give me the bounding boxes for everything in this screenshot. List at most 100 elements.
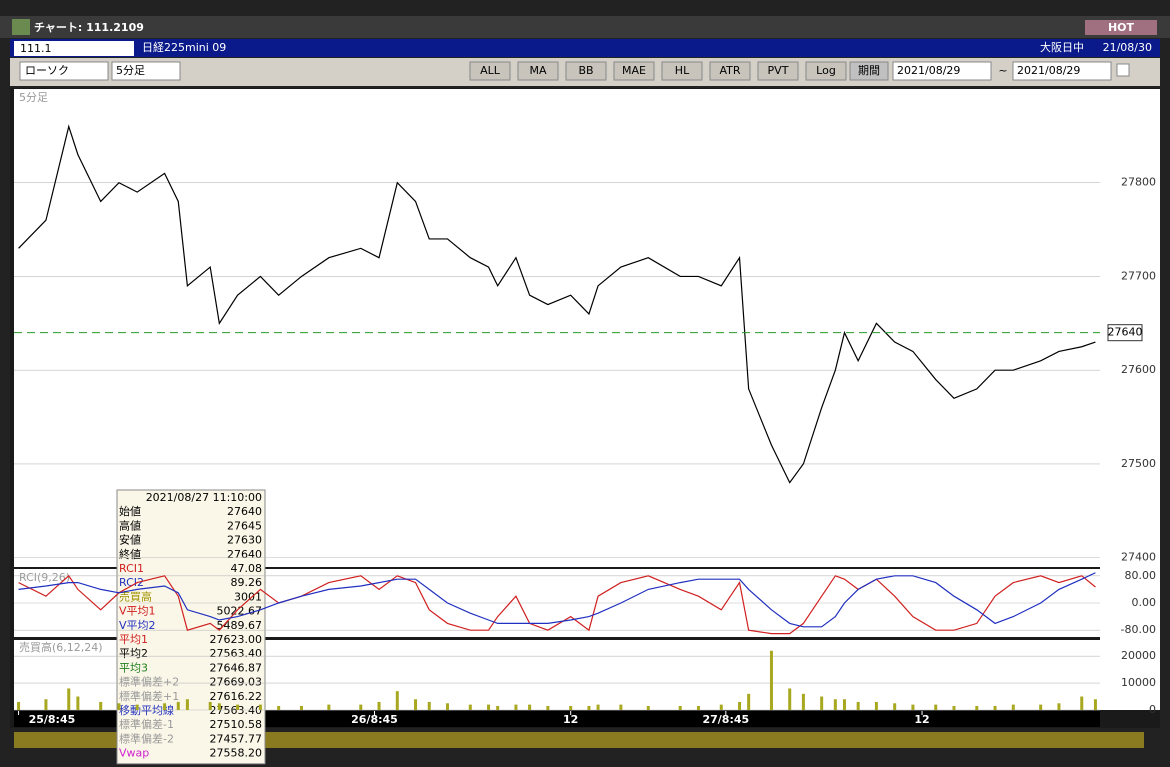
info-label: RCI2 bbox=[119, 576, 144, 589]
tool-button-label: MA bbox=[529, 64, 546, 77]
info-value: 27630 bbox=[227, 534, 262, 547]
date: 21/08/30 bbox=[1103, 41, 1152, 54]
info-value: 27510.58 bbox=[210, 718, 263, 731]
volume-bar bbox=[801, 693, 805, 710]
info-label: 標準偏差-2 bbox=[119, 731, 174, 745]
tool-button-label: HL bbox=[675, 64, 690, 77]
volume-bar bbox=[587, 705, 591, 710]
to-date: 2021/08/29 bbox=[1017, 64, 1080, 77]
from-date: 2021/08/29 bbox=[897, 64, 960, 77]
volume-bar bbox=[696, 705, 700, 710]
tool-button-label: ALL bbox=[480, 64, 501, 77]
scrollbar[interactable] bbox=[14, 732, 1144, 748]
checkbox[interactable] bbox=[1116, 63, 1130, 77]
from-date-box[interactable] bbox=[892, 61, 992, 81]
y-tick-label: 27500 bbox=[1121, 457, 1156, 470]
info-value: 27645 bbox=[227, 519, 262, 532]
volume-bar bbox=[911, 704, 915, 710]
tool-button[interactable] bbox=[661, 61, 703, 81]
tool-button[interactable] bbox=[517, 61, 559, 81]
info-value: 89.26 bbox=[231, 576, 263, 589]
date-separator: ~ bbox=[998, 64, 1007, 77]
panel-title: 売買高(6,12,24) bbox=[19, 640, 103, 654]
info-value: 27646.87 bbox=[210, 661, 263, 674]
volume-bar bbox=[217, 703, 221, 710]
tool-button[interactable] bbox=[805, 61, 847, 81]
series-line bbox=[18, 572, 1096, 628]
volume-bar bbox=[377, 701, 381, 710]
info-value: 27616.22 bbox=[210, 690, 263, 703]
info-label: V平均2 bbox=[119, 619, 156, 632]
volume-bar bbox=[993, 705, 997, 710]
window-title: チャート: 111.2109 bbox=[34, 21, 144, 34]
y-tick-label: 20000 bbox=[1121, 649, 1156, 662]
x-tick-label: 12 bbox=[914, 713, 929, 726]
hot-button[interactable] bbox=[1085, 20, 1157, 35]
y-tick-label: 0.00 bbox=[1132, 596, 1157, 609]
y-tick-label: 80.00 bbox=[1125, 569, 1157, 582]
volume-bar bbox=[163, 703, 167, 710]
volume-bar bbox=[514, 704, 518, 710]
code: 111.1 bbox=[20, 42, 52, 55]
volume-bar bbox=[738, 701, 742, 710]
volume-bar bbox=[395, 691, 399, 710]
volume-bar bbox=[427, 701, 431, 710]
volume-bar bbox=[678, 705, 682, 710]
period-button[interactable] bbox=[849, 61, 889, 81]
panel-title: RCI(9,26) bbox=[19, 571, 70, 584]
info-label: 標準偏差-1 bbox=[119, 717, 174, 731]
y-axis-area bbox=[1100, 89, 1160, 710]
tool-button[interactable] bbox=[757, 61, 799, 81]
info-label: 平均2 bbox=[119, 647, 148, 660]
tool-button-label: PVT bbox=[768, 64, 789, 77]
interval: 5分足 bbox=[116, 64, 145, 77]
volume-bar bbox=[445, 703, 449, 710]
volume-bar bbox=[236, 704, 240, 710]
info-label: 平均1 bbox=[119, 633, 148, 646]
tool-button[interactable] bbox=[469, 61, 511, 81]
hot-label: HOT bbox=[1108, 21, 1135, 34]
volume-bar bbox=[646, 705, 650, 710]
to-date-box[interactable] bbox=[1012, 61, 1112, 81]
x-tick-label: 25/8:45 bbox=[29, 713, 76, 726]
info-value: 5489.67 bbox=[217, 619, 263, 632]
x-tick-label: 27/8:45 bbox=[702, 713, 749, 726]
volume-bar bbox=[833, 699, 837, 710]
current-price-label: 27640 bbox=[1108, 326, 1143, 339]
tool-button[interactable] bbox=[613, 61, 655, 81]
volume-bar bbox=[769, 650, 773, 710]
info-value: 27640 bbox=[227, 505, 262, 518]
volume-bar bbox=[67, 688, 71, 710]
tool-button[interactable] bbox=[709, 61, 751, 81]
tool-button[interactable] bbox=[565, 61, 607, 81]
current-price-box bbox=[1107, 324, 1143, 342]
volume-bar bbox=[487, 704, 491, 710]
y-tick-label: 0 bbox=[1149, 703, 1156, 716]
info-box bbox=[116, 489, 266, 765]
code-select[interactable] bbox=[14, 41, 134, 56]
volume-bar bbox=[719, 704, 723, 710]
tool-button-label: MAE bbox=[622, 64, 646, 77]
volume-bar bbox=[496, 705, 500, 710]
info-value: 27640 bbox=[227, 548, 262, 561]
volume-bar bbox=[99, 701, 103, 710]
info-label: Vwap bbox=[119, 747, 149, 760]
series-line bbox=[18, 124, 1096, 484]
volume-bar bbox=[277, 705, 281, 710]
panel-title: 5分足 bbox=[19, 91, 48, 104]
chart-kind-select[interactable] bbox=[19, 61, 109, 81]
volume-bar bbox=[893, 703, 897, 710]
volume-bar bbox=[528, 704, 532, 710]
volume-bar bbox=[176, 701, 180, 710]
info-label: V平均1 bbox=[119, 605, 156, 618]
info-label: 平均3 bbox=[119, 661, 148, 674]
volume-bar bbox=[258, 704, 262, 710]
volume-bar bbox=[842, 699, 846, 710]
volume-bar bbox=[619, 704, 623, 710]
y-tick-label: 27400 bbox=[1121, 551, 1156, 564]
y-tick-label: 10000 bbox=[1121, 676, 1156, 689]
interval-select[interactable] bbox=[111, 61, 181, 81]
info-value: 27623.00 bbox=[210, 633, 263, 646]
